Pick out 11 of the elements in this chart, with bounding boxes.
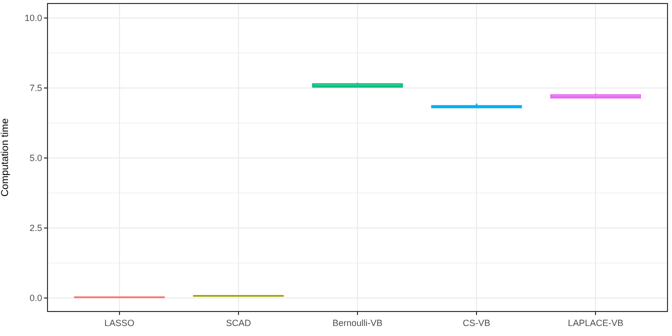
y-axis-title: Computation time bbox=[0, 118, 11, 197]
y-tick-label: 0.0 bbox=[30, 293, 42, 303]
y-tick-label: 5.0 bbox=[30, 153, 42, 164]
y-tick-label: 10.0 bbox=[24, 13, 42, 24]
x-tick-label: CS-VB bbox=[462, 318, 490, 328]
x-tick-label: Bernoulli-VB bbox=[332, 318, 383, 328]
y-tick-label: 2.5 bbox=[30, 223, 42, 234]
y-tick-label: 7.5 bbox=[30, 83, 42, 94]
x-tick-label: LASSO bbox=[104, 318, 134, 328]
x-tick-label: LAPLACE-VB bbox=[568, 318, 624, 328]
x-tick-label: SCAD bbox=[226, 318, 252, 328]
